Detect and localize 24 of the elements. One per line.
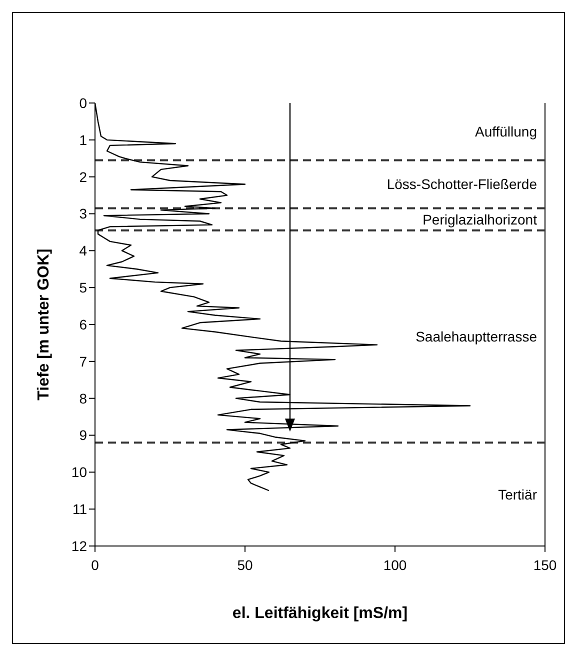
y-tick-label: 7 (79, 353, 88, 370)
annotation: Löss-Schotter-Fließerde (386, 176, 538, 192)
y-tick-label: 5 (79, 280, 88, 296)
annotation: Saalehauptterrasse (416, 328, 538, 344)
x-tick-label: 100 (383, 556, 407, 573)
y-axis-title: Tiefe [m unter GOK] (36, 248, 53, 400)
y-tick-label: 6 (79, 316, 88, 332)
annotation: Periglazialhorizont (422, 211, 538, 228)
x-tick-label: 50 (237, 556, 253, 573)
x-axis-title: el. Leitfähigkeit [mS/m] (232, 605, 408, 622)
y-tick-label: 11 (72, 501, 88, 518)
y-tick-label: 8 (79, 390, 88, 406)
y-tick-label: 10 (71, 464, 88, 480)
annotation: Tertiär (498, 486, 538, 502)
y-tick-label: 1 (79, 132, 88, 148)
y-tick-label: 2 (79, 168, 88, 185)
x-tick-label: 0 (91, 556, 100, 573)
y-tick-label: 4 (79, 242, 88, 259)
y-tick-label: 0 (79, 94, 88, 111)
annotation: Auffüllung (474, 124, 537, 140)
y-tick-label: 9 (79, 427, 88, 444)
y-tick-label: 12 (71, 538, 88, 554)
y-tick-label: 3 (79, 206, 88, 222)
x-tick-label: 150 (533, 556, 557, 573)
